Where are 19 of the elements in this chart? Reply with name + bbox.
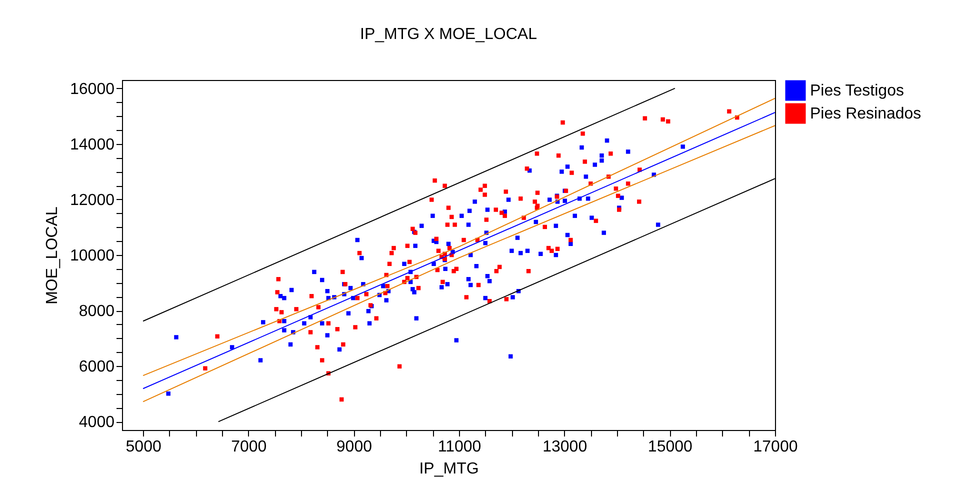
x-tick-label: 15000: [648, 438, 693, 456]
y-tick-label: 12000: [70, 192, 115, 209]
chart-title: IP_MTG X MOE_LOCAL: [360, 26, 538, 43]
y-tick-label: 4000: [78, 414, 115, 432]
y-tick-label: 14000: [70, 136, 115, 154]
x-tick-label: 17000: [753, 438, 798, 456]
y-axis-title: MOE_LOCAL: [44, 206, 62, 304]
y-tick-label: 6000: [78, 358, 115, 376]
x-tick-label: 11000: [438, 438, 482, 456]
x-tick-label: 13000: [542, 438, 588, 456]
x-tick-label: 9000: [336, 438, 372, 456]
y-tick-label: 16000: [70, 80, 115, 98]
x-tick-label: 5000: [126, 438, 162, 456]
x-axis-title: IP_MTG: [419, 460, 479, 478]
legend-label: Pies Resinados: [810, 106, 922, 122]
x-tick-label: 7000: [231, 438, 267, 456]
y-tick-label: 8000: [78, 303, 115, 320]
legend-label: Pies Testigos: [810, 82, 904, 100]
y-tick-label: 10000: [70, 248, 115, 264]
